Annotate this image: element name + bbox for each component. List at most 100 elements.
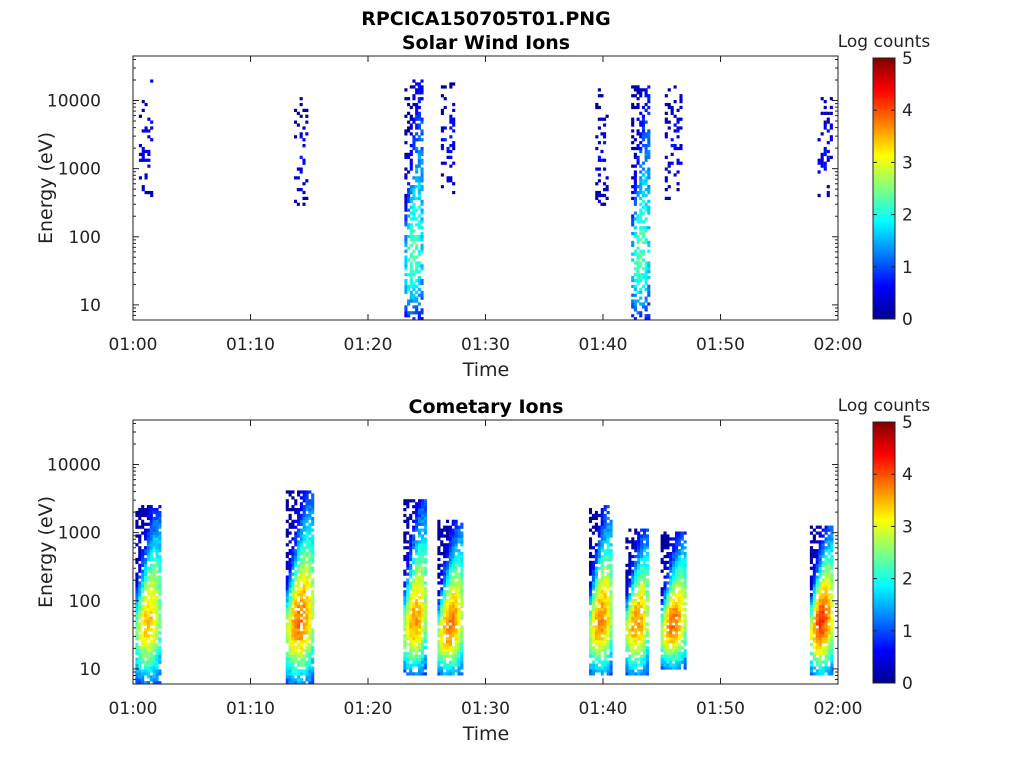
heat-cell	[294, 584, 298, 588]
heat-cell	[445, 563, 450, 567]
heat-cell	[591, 669, 596, 673]
heat-cell	[155, 519, 159, 523]
heat-cell	[644, 188, 648, 192]
heat-cell	[415, 560, 419, 565]
heat-cell	[609, 554, 613, 559]
heat-cell	[603, 554, 607, 559]
heat-cell	[643, 543, 647, 547]
heat-cell	[460, 531, 464, 535]
heat-cell	[660, 613, 664, 617]
heat-cell	[420, 648, 425, 653]
heat-cell	[639, 296, 643, 300]
heat-cell	[815, 569, 819, 573]
heat-cell	[809, 610, 813, 614]
heat-cell	[644, 205, 648, 209]
heat-cell	[660, 546, 664, 550]
heat-cell	[674, 563, 679, 567]
heat-cell	[406, 616, 410, 620]
heat-cell	[412, 229, 416, 233]
heat-cell	[634, 554, 638, 559]
heat-cell	[409, 226, 413, 230]
heat-cell	[406, 499, 410, 503]
heat-cell	[454, 563, 458, 567]
heat-cell	[443, 581, 447, 585]
heat-cell	[418, 625, 422, 629]
heat-cell	[415, 581, 419, 585]
heat-cell	[600, 581, 604, 585]
heat-cell	[420, 185, 424, 189]
heat-cell	[818, 669, 822, 673]
heat-cell	[645, 648, 650, 653]
heat-cell	[412, 146, 416, 151]
heat-cell	[606, 640, 610, 644]
heat-cell	[812, 604, 816, 609]
heat-cell	[591, 607, 596, 611]
heat-cell	[299, 566, 303, 570]
heat-cell	[299, 575, 303, 579]
heat-cell	[631, 243, 635, 247]
heat-cell	[412, 660, 416, 664]
heat-cell	[636, 91, 640, 95]
heat-cell	[672, 563, 676, 567]
heat-cell	[677, 590, 681, 594]
heat-cell	[417, 314, 421, 318]
heat-cell	[415, 510, 419, 515]
heat-cell	[305, 613, 309, 617]
heat-cell	[454, 549, 458, 553]
heat-cell	[403, 640, 407, 644]
heat-cell	[451, 584, 455, 588]
heat-cell	[588, 610, 593, 614]
heat-cell	[644, 108, 648, 113]
heat-cell	[827, 572, 831, 576]
heat-cell	[412, 622, 416, 626]
heat-cell	[669, 563, 673, 567]
heat-cell	[634, 572, 638, 576]
heat-cell	[418, 499, 422, 503]
heat-cell	[643, 625, 647, 629]
heat-cell	[141, 596, 145, 600]
heat-cell	[158, 543, 162, 547]
heat-cell	[443, 546, 447, 550]
heat-cell	[417, 190, 421, 195]
heat-cell	[158, 637, 162, 641]
heat-cell	[141, 619, 145, 623]
heat-cell	[285, 657, 289, 661]
heat-cell	[640, 622, 644, 626]
heat-cell	[597, 525, 601, 529]
heat-cell	[606, 628, 610, 632]
heat-cell	[308, 490, 312, 494]
heat-cell	[603, 657, 607, 661]
heat-cell	[291, 640, 295, 644]
heat-cell	[158, 534, 162, 538]
heat-cell	[600, 522, 604, 526]
heat-cell	[625, 672, 629, 676]
heat-cell	[829, 123, 833, 127]
heat-cell	[606, 537, 610, 541]
heat-cell	[644, 193, 648, 198]
heat-cell	[155, 637, 159, 641]
heat-cell	[305, 502, 309, 506]
heat-cell	[149, 534, 153, 538]
heat-cell	[643, 642, 647, 647]
heat-cell	[815, 557, 819, 562]
heat-cell	[812, 593, 816, 597]
heat-cell	[644, 308, 648, 312]
heat-cell	[628, 578, 632, 582]
heat-cell	[305, 607, 309, 611]
heat-cell	[672, 587, 676, 591]
heat-cell	[135, 634, 139, 638]
heat-cell	[663, 587, 667, 591]
heat-cell	[448, 660, 452, 664]
heat-cell	[305, 114, 309, 118]
heat-cell	[420, 176, 424, 180]
heat-cell	[812, 607, 816, 611]
heat-cell	[633, 105, 637, 110]
heat-cell	[451, 596, 455, 600]
heat-cell	[448, 610, 452, 614]
heat-cell	[155, 596, 159, 600]
heat-cell	[415, 584, 419, 588]
heat-cell	[420, 660, 425, 664]
heat-cell	[311, 537, 315, 541]
heat-cell	[639, 237, 643, 242]
heat-cell	[645, 613, 650, 617]
